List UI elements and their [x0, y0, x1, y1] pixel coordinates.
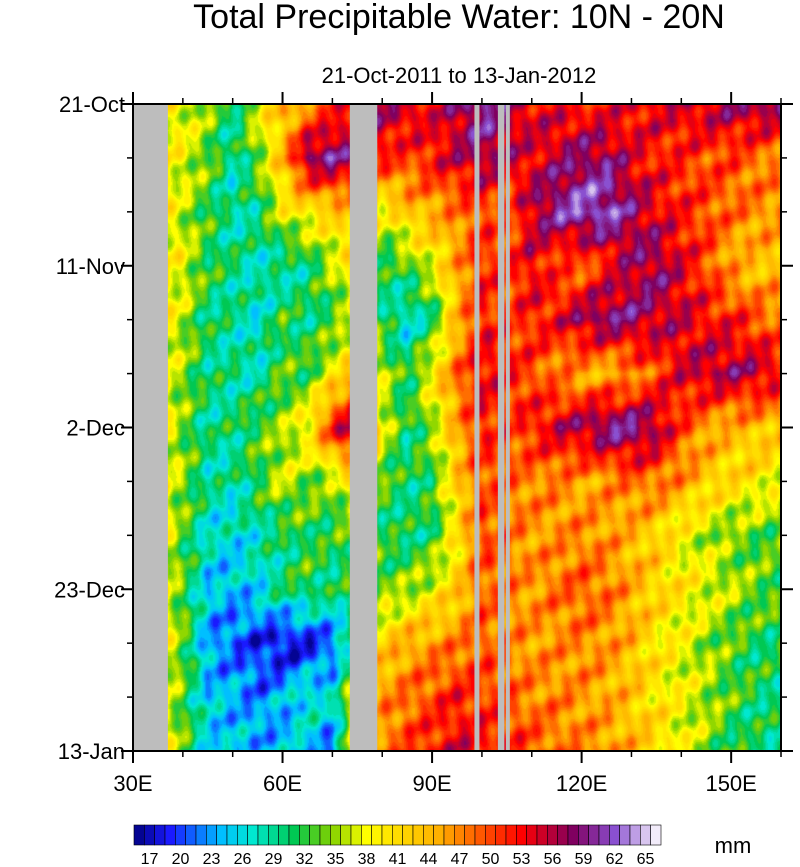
colorbar-box — [443, 824, 455, 846]
colorbar-box — [629, 824, 641, 846]
colorbar-box — [216, 824, 228, 846]
colorbar-box — [567, 824, 579, 846]
x-axis: 30E 60E 90E 120E 150E — [113, 92, 782, 796]
colorbar-box — [247, 824, 259, 846]
colorbar-box — [144, 824, 155, 846]
x-tick-label: 60E — [263, 771, 302, 796]
land-band-4 — [505, 104, 510, 751]
colorbar-label: 53 — [513, 851, 531, 867]
colorbar-label: 59 — [575, 851, 593, 867]
land-band-1 — [349, 104, 378, 751]
colorbar-boxes — [133, 824, 662, 846]
colorbar-label: 65 — [637, 851, 655, 867]
colorbar-box — [423, 824, 434, 846]
colorbar-box — [309, 824, 321, 846]
colorbar-box — [454, 824, 465, 846]
colorbar-box — [578, 824, 589, 846]
colorbar-box — [588, 824, 600, 846]
y-tick-label: 11-Nov — [56, 254, 125, 279]
colorbar-label: 50 — [482, 851, 500, 867]
colorbar-box — [505, 824, 517, 846]
colorbar-label: 38 — [358, 851, 376, 867]
colorbar-label: 23 — [203, 851, 221, 867]
colorbar-box — [433, 824, 445, 846]
colorbar-label: 47 — [451, 851, 469, 867]
colorbar-box — [175, 824, 186, 846]
colorbar-label: 17 — [141, 851, 159, 867]
land-band-0 — [133, 104, 168, 751]
x-tick-label: 90E — [412, 771, 451, 796]
colorbar-label: 41 — [389, 851, 407, 867]
colorbar-box — [206, 824, 217, 846]
colorbar-box — [547, 824, 558, 846]
colorbar-label: 56 — [544, 851, 562, 867]
colorbar-labels: 17 20 23 26 29 32 35 38 41 44 47 50 53 56 59 62 65 — [141, 851, 655, 867]
y-tick-label: 13-Jan — [58, 739, 125, 764]
colorbar-label: 62 — [606, 851, 624, 867]
colorbar: 17 20 23 26 29 32 35 38 41 44 47 50 53 56 59 62 65 mm — [133, 824, 752, 867]
land-band-3 — [497, 104, 505, 751]
chart-subtitle: 21-Oct-2011 to 13-Jan-2012 — [322, 63, 597, 88]
colorbar-box — [485, 824, 496, 846]
colorbar-box — [516, 824, 527, 846]
colorbar-box — [350, 824, 362, 846]
colorbar-box — [319, 824, 331, 846]
colorbar-box — [412, 824, 424, 846]
colorbar-box — [237, 824, 248, 846]
colorbar-box — [392, 824, 403, 846]
y-tick-label: 2-Dec — [66, 416, 125, 441]
colorbar-box — [371, 824, 383, 846]
land-band-2 — [474, 104, 480, 751]
colorbar-box — [226, 824, 238, 846]
colorbar-box — [381, 824, 393, 846]
colorbar-box — [185, 824, 197, 846]
x-tick-label: 150E — [705, 771, 756, 796]
colorbar-box — [598, 824, 610, 846]
colorbar-box — [361, 824, 372, 846]
colorbar-box — [464, 824, 476, 846]
colorbar-box — [133, 824, 145, 846]
x-tick-label: 30E — [113, 771, 152, 796]
plot-area — [132, 103, 782, 752]
colorbar-box — [257, 824, 269, 846]
colorbar-box — [640, 824, 651, 846]
colorbar-box — [536, 824, 548, 846]
colorbar-label: 35 — [327, 851, 345, 867]
colorbar-label: 20 — [172, 851, 190, 867]
colorbar-box — [526, 824, 538, 846]
x-tick-label: 120E — [556, 771, 607, 796]
chart-title: Total Precipitable Water: 10N - 20N — [193, 0, 725, 36]
colorbar-box — [288, 824, 300, 846]
colorbar-box — [154, 824, 166, 846]
colorbar-box — [299, 824, 310, 846]
colorbar-box — [474, 824, 486, 846]
colorbar-label: 44 — [420, 851, 438, 867]
y-tick-label: 23-Dec — [54, 577, 125, 602]
colorbar-box — [619, 824, 631, 846]
land-mask — [133, 104, 510, 751]
colorbar-label: 32 — [296, 851, 314, 867]
y-axis: 21-Oct 11-Nov 2-Dec 23-Dec 13-Jan — [54, 92, 793, 764]
colorbar-box — [278, 824, 290, 846]
colorbar-box — [557, 824, 569, 846]
colorbar-label: 26 — [234, 851, 252, 867]
colorbar-box — [609, 824, 620, 846]
colorbar-box — [164, 824, 176, 846]
y-tick-label: 21-Oct — [59, 92, 125, 117]
colorbar-box — [495, 824, 507, 846]
colorbar-box — [402, 824, 414, 846]
colorbar-box — [650, 824, 662, 846]
colorbar-box — [330, 824, 341, 846]
colorbar-box — [340, 824, 352, 846]
heatmap-field — [133, 104, 781, 751]
colorbar-box — [268, 824, 279, 846]
colorbar-unit: mm — [715, 833, 752, 858]
colorbar-label: 29 — [265, 851, 283, 867]
colorbar-box — [195, 824, 207, 846]
